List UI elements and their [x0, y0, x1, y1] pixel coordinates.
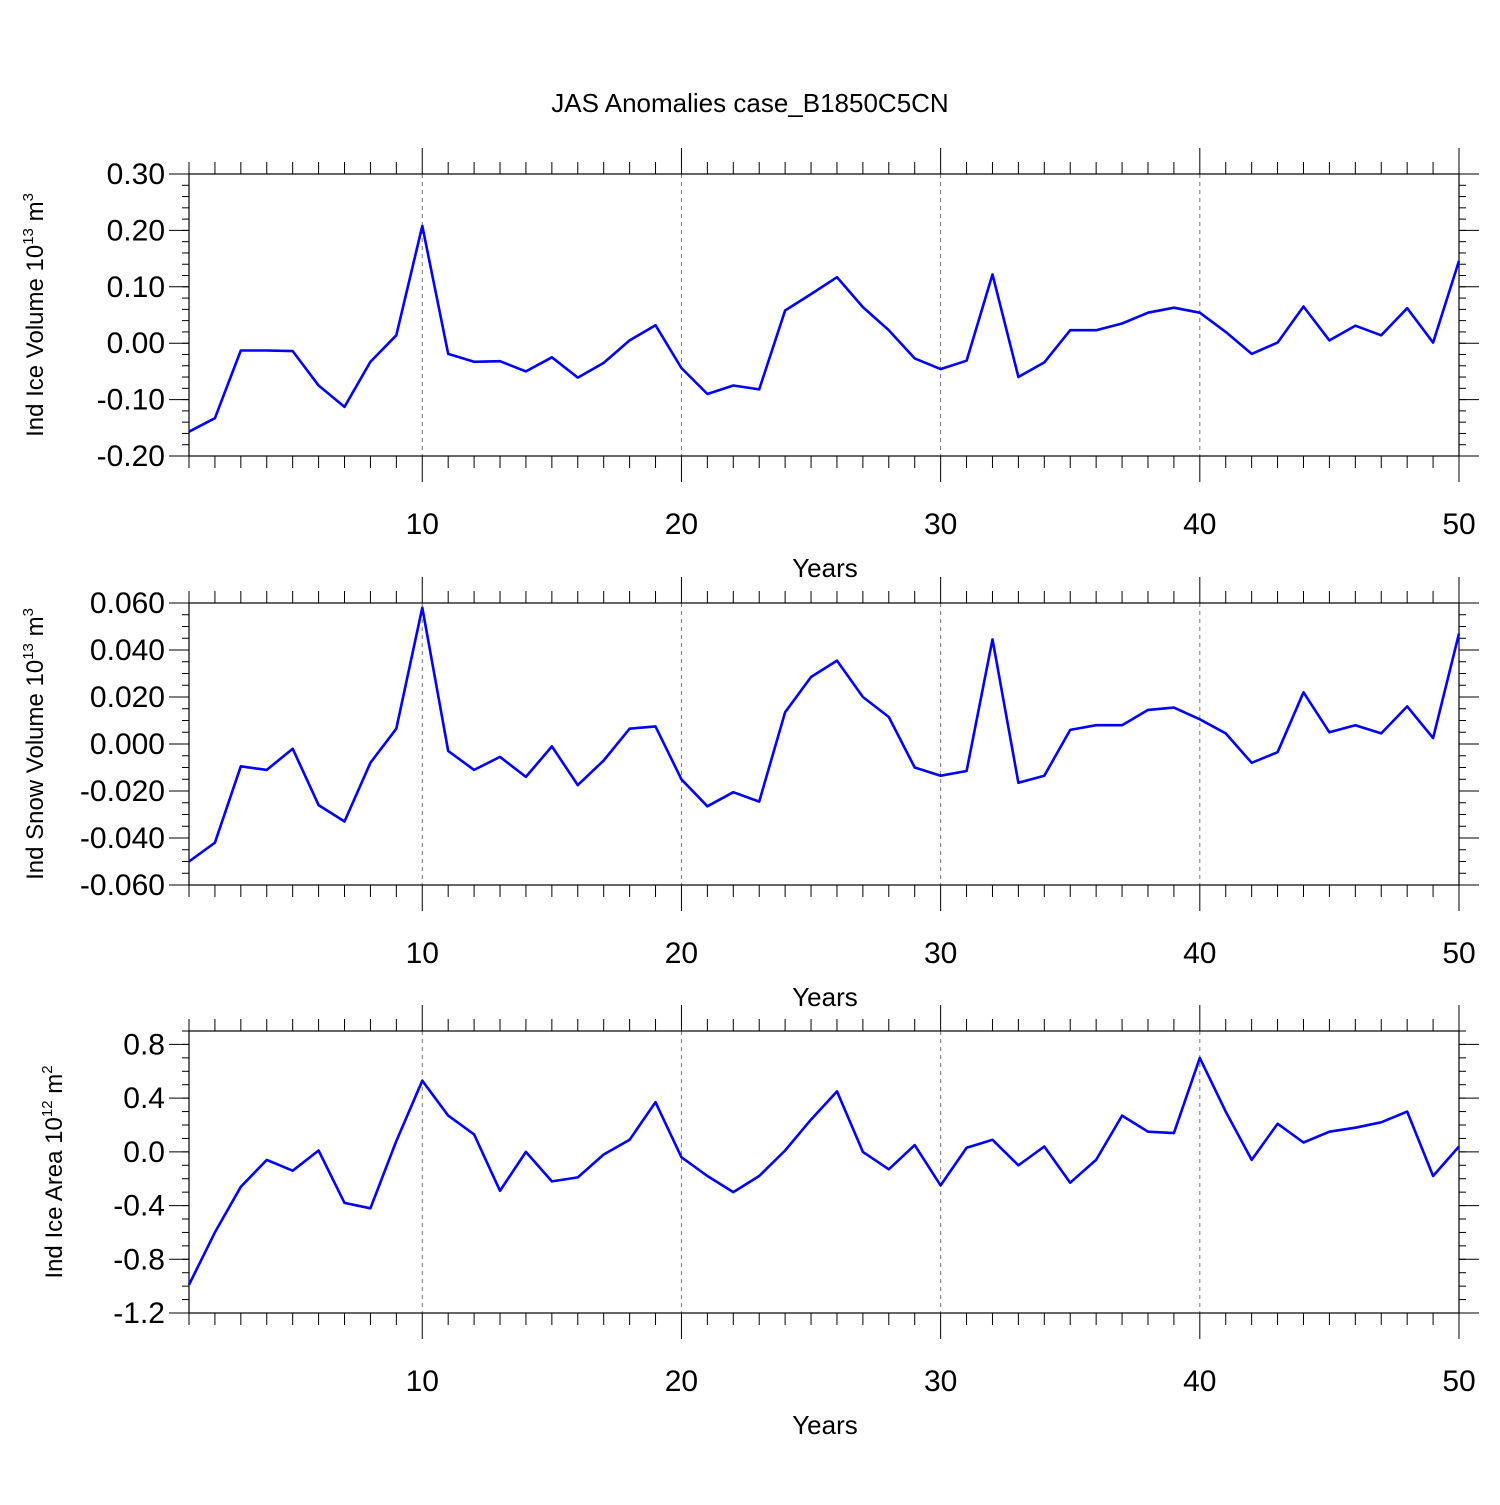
y-axis-label-exponent: 12 [39, 1100, 56, 1117]
y-tick-label: 0.4 [123, 1082, 165, 1115]
y-tick-label: 0.0 [123, 1136, 165, 1169]
y-tick-label: -0.040 [80, 822, 165, 855]
y-axis-label-exponent: 13 [20, 228, 37, 245]
x-tick-label: 40 [1183, 937, 1216, 970]
y-axis-label-unit: m [22, 201, 49, 228]
x-tick-label: 50 [1442, 1365, 1475, 1398]
x-tick-label: 50 [1442, 937, 1475, 970]
x-tick-label: 10 [406, 1365, 439, 1398]
panel-3: -1.2 -0.8 -0.4 0.0 0.4 0.8 10 20 30 40 50 Years Ind … [39, 1005, 1479, 1440]
y-tick-label: 0.040 [90, 634, 165, 667]
x-axis-label: Years [792, 982, 858, 1012]
y-axis-label: Ind Ice Volume 1013 m3 [20, 193, 49, 437]
y-axis-label-prefix: Ind Ice Volume 10 [22, 245, 49, 437]
x-tick-label: 20 [665, 508, 698, 541]
y-axis-label-unit: m [41, 1074, 68, 1101]
chart-title: JAS Anomalies case_B1850C5CN [551, 88, 948, 118]
y-axis-label-prefix: Ind Ice Area 10 [41, 1117, 68, 1278]
y-axis-label-unit-exponent: 2 [39, 1065, 56, 1073]
y-tick-label: -0.4 [113, 1190, 165, 1223]
x-tick-label: 30 [924, 508, 957, 541]
x-tick-label: 10 [406, 508, 439, 541]
x-tick-label: 30 [924, 937, 957, 970]
y-tick-label: 0.10 [107, 271, 165, 304]
y-tick-label: -0.10 [97, 384, 165, 417]
series-line [188, 606, 1461, 863]
x-tick-label: 40 [1183, 508, 1216, 541]
y-axis-label-prefix: Ind Snow Volume 10 [22, 660, 49, 880]
y-axis-label: Ind Snow Volume 1013 m3 [20, 608, 49, 880]
y-tick-label: -1.2 [113, 1297, 165, 1330]
y-tick-label: 0.20 [107, 214, 165, 247]
y-axis-label-unit-exponent: 3 [20, 608, 37, 616]
y-tick-label: 0.30 [107, 158, 165, 191]
y-axis-label-exponent: 13 [20, 643, 37, 660]
x-tick-label: 40 [1183, 1365, 1216, 1398]
x-tick-label: 50 [1442, 508, 1475, 541]
y-tick-label: 0.000 [90, 728, 165, 761]
plot-frame [188, 1030, 1460, 1314]
plot-frame [188, 602, 1460, 886]
y-axis-label: Ind Ice Area 1012 m2 [39, 1065, 68, 1278]
y-axis-label-unit: m [22, 616, 49, 643]
y-tick-label: -0.020 [80, 775, 165, 808]
x-tick-label: 20 [665, 937, 698, 970]
y-tick-label: 0.060 [90, 587, 165, 620]
y-tick-label: 0.020 [90, 681, 165, 714]
y-tick-label: -0.8 [113, 1243, 165, 1276]
y-tick-label: -0.20 [97, 440, 165, 473]
plot-frame [188, 173, 1460, 457]
panel-1: -0.20 -0.10 0.00 0.10 0.20 0.30 10 20 30 40 50 Year… [20, 148, 1479, 583]
y-tick-label: -0.060 [80, 869, 165, 902]
x-axis-label: Years [792, 1410, 858, 1440]
x-tick-label: 30 [924, 1365, 957, 1398]
panel-2: -0.060 -0.040 -0.020 0.000 0.020 0.040 0.060 10… [20, 577, 1479, 1012]
y-tick-label: 0.00 [107, 327, 165, 360]
x-axis-label: Years [792, 553, 858, 583]
y-tick-label: 0.8 [123, 1028, 165, 1061]
x-tick-label: 20 [665, 1365, 698, 1398]
series-line [188, 224, 1461, 433]
y-axis-label-unit-exponent: 3 [20, 193, 37, 201]
series-line [187, 1056, 1460, 1286]
x-tick-label: 10 [406, 937, 439, 970]
